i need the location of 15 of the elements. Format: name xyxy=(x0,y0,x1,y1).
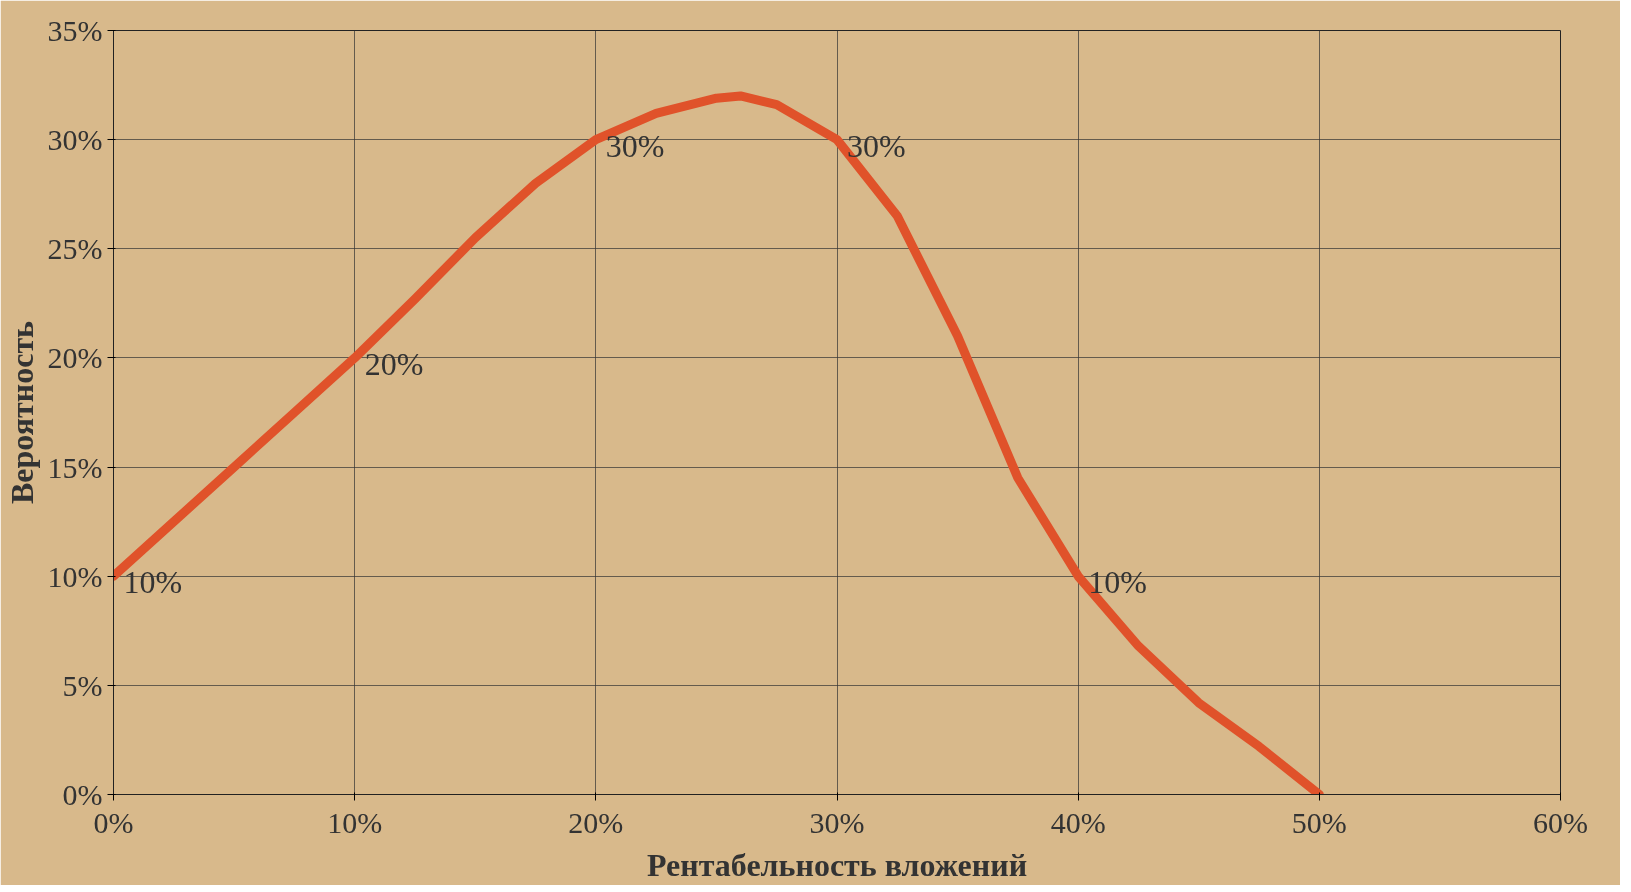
x-tick-label: 20% xyxy=(568,805,624,839)
y-tick-label: 25% xyxy=(47,232,103,266)
x-tick-label: 40% xyxy=(1050,805,1106,839)
y-tick-label: 20% xyxy=(47,341,103,375)
y-tick-label: 15% xyxy=(47,450,103,484)
x-axis-title: Рентабельность вложений xyxy=(646,846,1028,883)
y-tick-label: 30% xyxy=(47,123,103,157)
y-tick-label: 10% xyxy=(47,559,103,593)
x-tick-label: 10% xyxy=(327,805,383,839)
y-tick-label: 35% xyxy=(47,14,103,47)
x-tick-label: 30% xyxy=(809,805,865,839)
x-tick-label: 60% xyxy=(1533,805,1588,839)
y-tick-label: 5% xyxy=(62,668,103,702)
x-tick-label: 50% xyxy=(1291,805,1347,839)
y-axis-title: Вероятность xyxy=(3,320,40,505)
